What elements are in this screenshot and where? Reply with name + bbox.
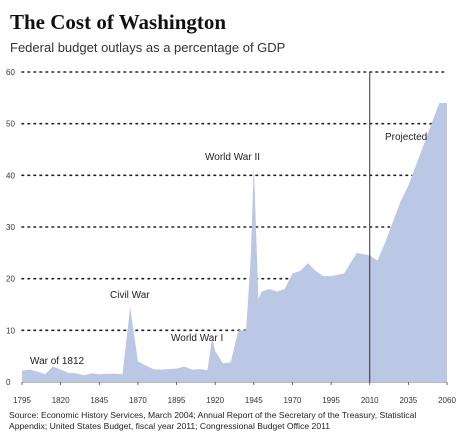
y-tick-label-50: 50 [6,120,15,129]
area-layer [22,72,447,382]
chart-title: The Cost of Washington [10,10,227,34]
x-tick-layer: 1795 1820 1845 1870 1895 1920 1945 1970 1995 2010… [13,382,456,405]
x-tick-label-1795: 1795 [13,396,31,405]
x-tick-label-1995: 1995 [322,396,340,405]
x-tick-label-2035: 2035 [399,396,417,405]
x-tick-label-2010: 2010 [361,396,379,405]
annotation-projected: Projected [385,132,427,143]
x-tick-label-1970: 1970 [284,396,302,405]
y-tick-label-0: 0 [6,378,11,387]
chart-subtitle: Federal budget outlays as a percentage o… [10,40,286,55]
x-tick-label-1870: 1870 [129,396,147,405]
y-tick-label-20: 20 [6,275,15,284]
x-tick-label-1920: 1920 [206,396,224,405]
x-tick-label-2060: 2060 [438,396,456,405]
x-tick-label-1895: 1895 [168,396,186,405]
x-tick-label-1945: 1945 [245,396,263,405]
x-tick-label-1845: 1845 [90,396,108,405]
y-tick-label-30: 30 [6,223,15,232]
y-tick-label-60: 60 [6,68,15,77]
outlays-area [22,103,447,382]
annotation-civil-war: Civil War [110,290,150,301]
annotation-layer: War of 1812 Civil War World War I World War… [30,132,427,367]
y-tick-layer: 0 10 20 30 40 50 60 [6,68,15,387]
y-tick-label-10: 10 [6,326,15,335]
y-tick-label-40: 40 [6,171,15,180]
annotation-world-war-i: World War I [171,333,223,344]
annotation-world-war-ii: World War II [205,152,260,163]
x-tick-label-1820: 1820 [52,396,70,405]
annotation-war-of-1812: War of 1812 [30,356,85,367]
source-note: Source: Economic History Services, March… [9,410,417,431]
